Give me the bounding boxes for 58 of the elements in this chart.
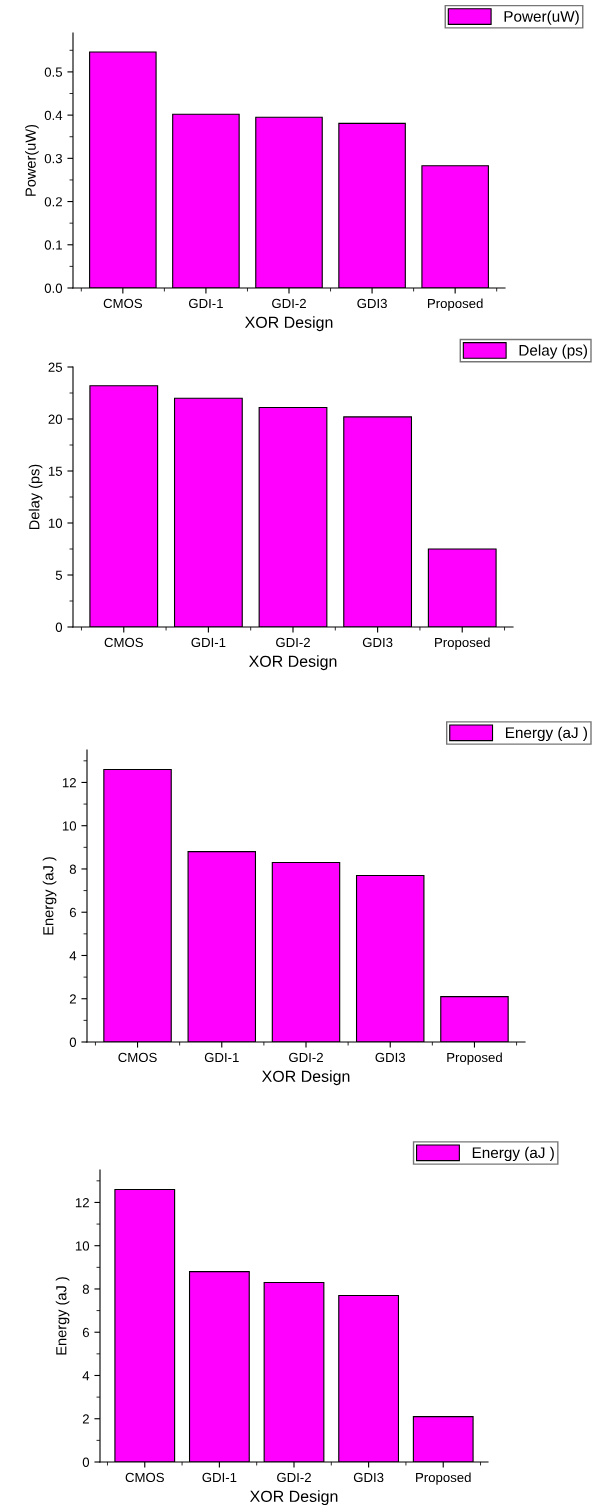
x-tick-label: Proposed bbox=[416, 1472, 471, 1485]
x-tick-label: Proposed bbox=[435, 637, 490, 650]
y-axis-title: Energy (aJ ) bbox=[42, 857, 57, 935]
y-tick-label: 10 bbox=[75, 1241, 90, 1251]
y-tick-label: 10 bbox=[62, 821, 77, 831]
y-tick-label: 0 bbox=[55, 622, 63, 632]
x-axis-title: XOR Design bbox=[248, 655, 337, 671]
x-tick-label: Proposed bbox=[447, 1052, 502, 1065]
x-axis-title: XOR Design bbox=[261, 1070, 350, 1086]
x-tick-label: GDI3 bbox=[362, 637, 393, 648]
x-tick-label: GDI-2 bbox=[276, 637, 310, 648]
y-tick-label: 0.3 bbox=[44, 153, 63, 164]
y-axis-title: Delay (ps) bbox=[28, 464, 43, 530]
x-tick-label: GDI-1 bbox=[204, 1052, 239, 1063]
x-tick-label: GDI-2 bbox=[272, 298, 306, 309]
x-tick-label: Proposed bbox=[428, 298, 483, 311]
x-tick-label: CMOS bbox=[125, 1472, 164, 1483]
legend-label: Delay (ps) bbox=[519, 344, 587, 359]
y-tick-label: 0.0 bbox=[44, 283, 63, 293]
legend-label: Power(uW) bbox=[504, 10, 579, 25]
x-tick-label: GDI-1 bbox=[188, 298, 223, 309]
y-tick-label: 2 bbox=[82, 1414, 89, 1424]
y-axis-title: Power(uW) bbox=[25, 124, 39, 196]
y-tick-label: 8 bbox=[69, 864, 77, 874]
x-tick-label: GDI-1 bbox=[202, 1472, 237, 1483]
x-tick-label: GDI3 bbox=[357, 298, 387, 309]
y-tick-label: 0.5 bbox=[44, 67, 63, 77]
y-tick-label: 0 bbox=[69, 1037, 77, 1047]
y-tick-label: 15 bbox=[48, 466, 63, 476]
x-tick-label: GDI-2 bbox=[277, 1472, 311, 1483]
y-tick-label: 20 bbox=[48, 414, 63, 424]
x-axis-title: XOR Design bbox=[249, 1490, 338, 1505]
x-tick-label: CMOS bbox=[104, 637, 143, 648]
y-tick-label: 4 bbox=[69, 951, 77, 961]
y-tick-label: 12 bbox=[75, 1198, 89, 1208]
y-tick-label: 0.2 bbox=[44, 197, 62, 207]
y-tick-label: 0 bbox=[82, 1457, 90, 1467]
y-axis-title: Energy (aJ ) bbox=[55, 1277, 70, 1355]
x-tick-label: GDI-2 bbox=[289, 1052, 323, 1063]
y-tick-label: 6 bbox=[82, 1327, 89, 1338]
y-tick-label: 6 bbox=[69, 907, 76, 918]
x-axis-title: XOR Design bbox=[244, 316, 333, 332]
y-tick-label: 2 bbox=[69, 994, 76, 1004]
y-tick-label: 8 bbox=[82, 1284, 90, 1294]
y-tick-label: 12 bbox=[62, 778, 76, 788]
x-tick-label: CMOS bbox=[103, 298, 143, 309]
x-tick-label: GDI-1 bbox=[191, 637, 226, 648]
x-tick-label: GDI3 bbox=[375, 1052, 406, 1063]
y-tick-label: 5 bbox=[55, 570, 63, 580]
y-tick-label: 0.4 bbox=[44, 110, 63, 121]
legend-label: Energy (aJ ) bbox=[472, 1146, 554, 1162]
y-tick-label: 0.1 bbox=[44, 240, 62, 250]
legend-label: Energy (aJ ) bbox=[506, 726, 587, 742]
y-tick-label: 4 bbox=[82, 1371, 90, 1381]
y-tick-label: 10 bbox=[48, 518, 63, 528]
y-tick-label: 25 bbox=[48, 362, 63, 372]
x-tick-label: CMOS bbox=[118, 1052, 157, 1063]
x-tick-label: GDI3 bbox=[353, 1472, 384, 1483]
